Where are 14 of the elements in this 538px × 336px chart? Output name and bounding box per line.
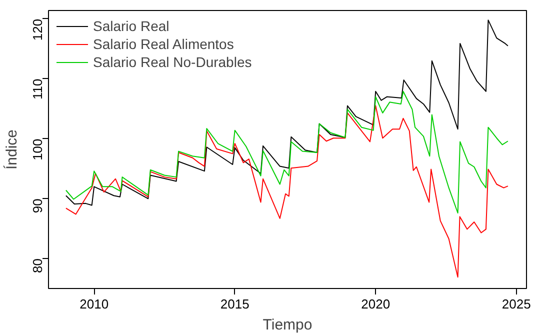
x-tick-label: 2015 [220,296,250,312]
x-tick-label: 2010 [80,296,109,312]
y-tick-label: 80 [30,258,45,274]
legend-label: Salario Real [93,18,170,34]
legend-label: Salario Real No-Durables [93,54,252,70]
x-tick-label: 2020 [361,296,390,312]
y-tick-label: 90 [30,198,45,214]
y-tick-label: 120 [30,18,45,41]
y-axis-title: Índice [2,129,20,170]
x-axis-title: Tiempo [262,316,312,334]
legend-label: Salario Real Alimentos [93,36,234,52]
x-tick-label: 2025 [502,296,531,312]
y-tick-label: 110 [30,78,45,100]
y-tick-label: 100 [30,138,45,160]
